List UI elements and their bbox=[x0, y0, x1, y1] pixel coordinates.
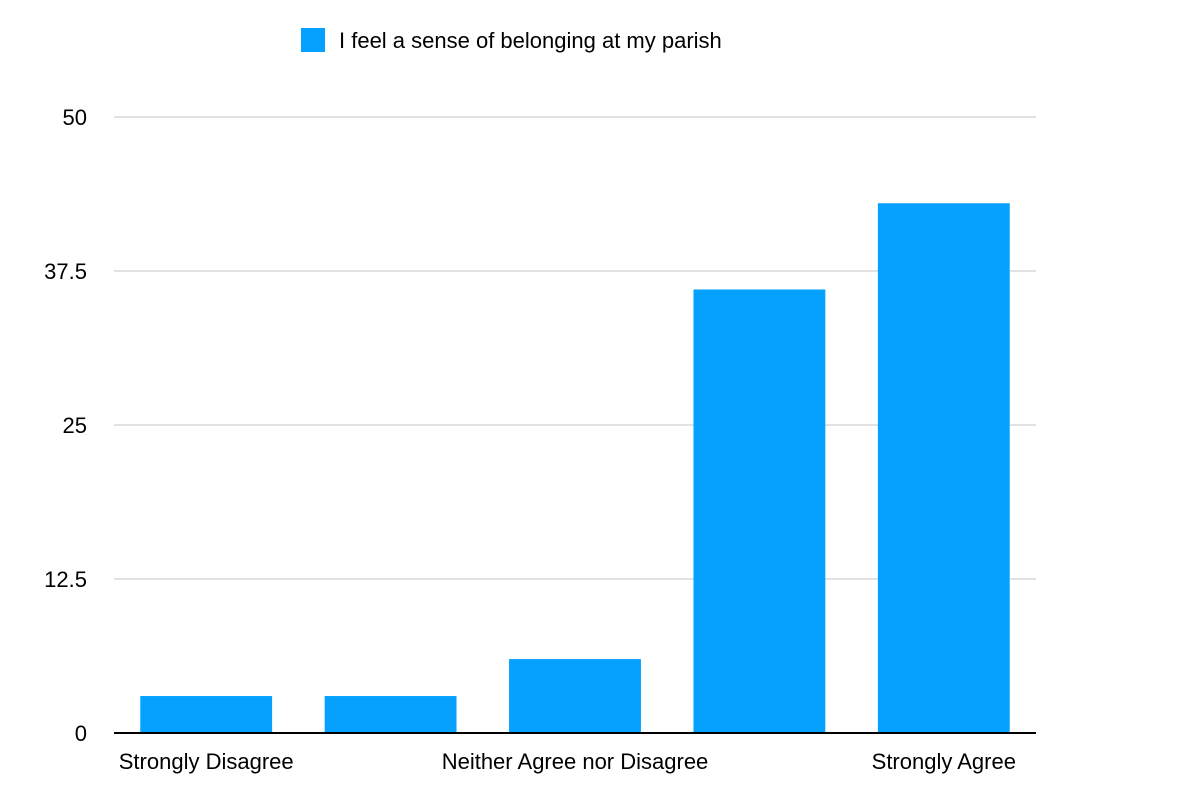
x-tick-label: Strongly Disagree bbox=[119, 749, 294, 774]
bar bbox=[509, 659, 641, 733]
y-tick-label: 12.5 bbox=[44, 567, 87, 592]
y-tick-label: 50 bbox=[63, 105, 87, 130]
x-tick-label: Strongly Agree bbox=[872, 749, 1016, 774]
x-axis-ticks: Strongly Disagree Neither Agree nor Disag… bbox=[119, 749, 1016, 774]
legend: I feel a sense of belonging at my parish bbox=[301, 28, 722, 53]
bar bbox=[324, 696, 457, 733]
y-tick-label: 25 bbox=[63, 413, 87, 438]
bar bbox=[140, 696, 273, 733]
bars bbox=[140, 203, 1010, 734]
y-axis-ticks: 0 12.5 25 37.5 50 bbox=[44, 105, 87, 746]
x-tick-label: Neither Agree nor Disagree bbox=[442, 749, 709, 774]
legend-swatch bbox=[301, 28, 325, 52]
y-tick-label: 0 bbox=[75, 721, 87, 746]
bar bbox=[693, 289, 826, 733]
bar bbox=[877, 203, 1010, 734]
y-tick-label: 37.5 bbox=[44, 259, 87, 284]
legend-label: I feel a sense of belonging at my parish bbox=[339, 28, 722, 53]
